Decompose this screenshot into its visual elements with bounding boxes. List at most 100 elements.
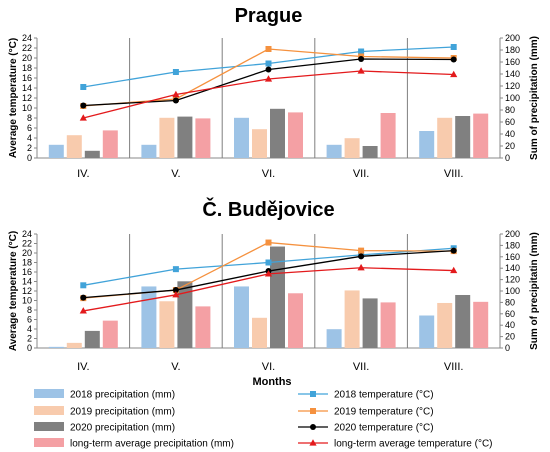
y2-tick-label: 60 [505, 309, 515, 319]
precipitation-bar [159, 117, 175, 158]
precipitation-bar [195, 118, 211, 158]
y-tick-label: 10 [22, 103, 32, 113]
temperature-point [172, 266, 179, 273]
temperature-point [172, 97, 179, 104]
temperature-point [172, 69, 179, 75]
y-tick-label: 8 [27, 305, 32, 315]
precipitation-bar [344, 138, 360, 158]
y-tick-label: 0 [27, 153, 32, 163]
legend-swatch [34, 422, 64, 431]
precipitation-bar [48, 144, 64, 158]
legend: 2018 precipitation (mm) 2019 precipitatio… [34, 389, 493, 450]
y-tick-label: 2 [27, 143, 32, 153]
precipitation-bar [270, 108, 285, 158]
temperature-point [172, 90, 180, 98]
precipitation-bar [326, 329, 342, 348]
y2-tick-label: 140 [505, 69, 520, 79]
x-tick-label: IV. [77, 168, 89, 180]
x-tick-label: VI. [262, 168, 275, 180]
y2-tick-label: 160 [505, 252, 520, 262]
legend-marker [309, 439, 317, 446]
temperature-point [172, 291, 180, 298]
y-tick-label: 2 [27, 334, 32, 344]
temperature-point [357, 263, 365, 271]
precipitation-bar [344, 290, 360, 348]
precipitation-bar [288, 112, 303, 158]
legend-marker [310, 391, 316, 397]
legend-swatch [34, 389, 64, 398]
y2-tick-label: 140 [505, 263, 520, 273]
precipitation-bar [48, 346, 64, 348]
temperature-point [80, 102, 87, 109]
temperature-point [450, 247, 457, 254]
x-tick-label: VII. [353, 361, 370, 373]
y2-tick-label: 100 [505, 93, 520, 103]
x-tick-label: VIII. [444, 168, 464, 180]
chart-budejovice: Č. Budějovice024681012141618202224020406… [8, 197, 540, 373]
temperature-point [358, 48, 365, 55]
temperature-point [264, 270, 273, 277]
y-tick-label: 20 [22, 53, 32, 63]
y2-tick-label: 60 [505, 117, 515, 127]
y-tick-label: 0 [27, 343, 32, 353]
y-tick-label: 16 [22, 267, 32, 277]
temperature-point [265, 239, 272, 246]
precipitation-bar [455, 294, 471, 348]
y2-tick-label: 180 [505, 45, 520, 55]
y2-tick-label: 80 [505, 105, 515, 115]
precipitation-bar [473, 301, 489, 348]
precipitation-bar [252, 317, 267, 348]
y-tick-label: 14 [22, 83, 32, 93]
temperature-point [265, 66, 272, 73]
y2-tick-label: 20 [505, 141, 515, 151]
y-tick-label: 12 [22, 93, 32, 103]
y-tick-label: 24 [22, 229, 32, 239]
chart-prague: Prague0246810121416182022240204060801001… [8, 5, 540, 180]
temperature-point [79, 114, 87, 121]
temperature-point [265, 259, 272, 266]
legend-label: 2018 temperature (°C) [334, 390, 434, 401]
y2-tick-label: 180 [505, 240, 520, 250]
legend-label: 2020 temperature (°C) [334, 423, 434, 434]
y2-tick-label: 40 [505, 129, 515, 139]
x-tick-label: V. [171, 361, 180, 373]
legend-label: 2020 precipitation (mm) [70, 423, 175, 434]
precipitation-bar [419, 131, 435, 158]
y2-tick-label: 40 [505, 320, 515, 330]
precipitation-bar [380, 302, 396, 348]
y-tick-label: 8 [27, 113, 32, 123]
y2-tick-label: 200 [505, 33, 520, 43]
legend-marker [310, 408, 316, 414]
y-tick-label: 6 [27, 123, 32, 133]
precipitation-bar [473, 113, 489, 158]
y2-tick-label: 0 [505, 343, 510, 353]
precipitation-bar [380, 113, 396, 158]
temperature-point [264, 75, 273, 82]
legend-marker [310, 424, 316, 430]
y2-axis-title: Sum of precipitation (mm) [529, 36, 540, 160]
temperature-point [358, 247, 365, 254]
x-tick-label: V. [171, 168, 180, 180]
legend-swatch [34, 438, 64, 447]
x-tick-label: VI. [262, 361, 275, 373]
temperature-point [265, 60, 272, 67]
precipitation-bar [84, 330, 100, 348]
y-tick-label: 10 [22, 296, 32, 306]
precipitation-bar [66, 135, 82, 158]
y2-tick-label: 120 [505, 81, 520, 91]
y-tick-label: 24 [22, 33, 32, 43]
y-tick-label: 18 [22, 258, 32, 268]
y2-tick-label: 80 [505, 297, 515, 307]
precipitation-bar [159, 301, 175, 348]
y-tick-label: 14 [22, 277, 32, 287]
precipitation-bar [419, 315, 435, 348]
temperature-point [450, 266, 458, 274]
precipitation-bar [288, 293, 303, 348]
temperature-point [172, 287, 179, 294]
temperature-point [265, 46, 272, 52]
precipitation-bar [455, 116, 471, 158]
legend-label: 2019 temperature (°C) [334, 407, 434, 418]
temperature-point [450, 56, 457, 63]
y-axis-title: Average temperature (°C) [8, 231, 19, 351]
